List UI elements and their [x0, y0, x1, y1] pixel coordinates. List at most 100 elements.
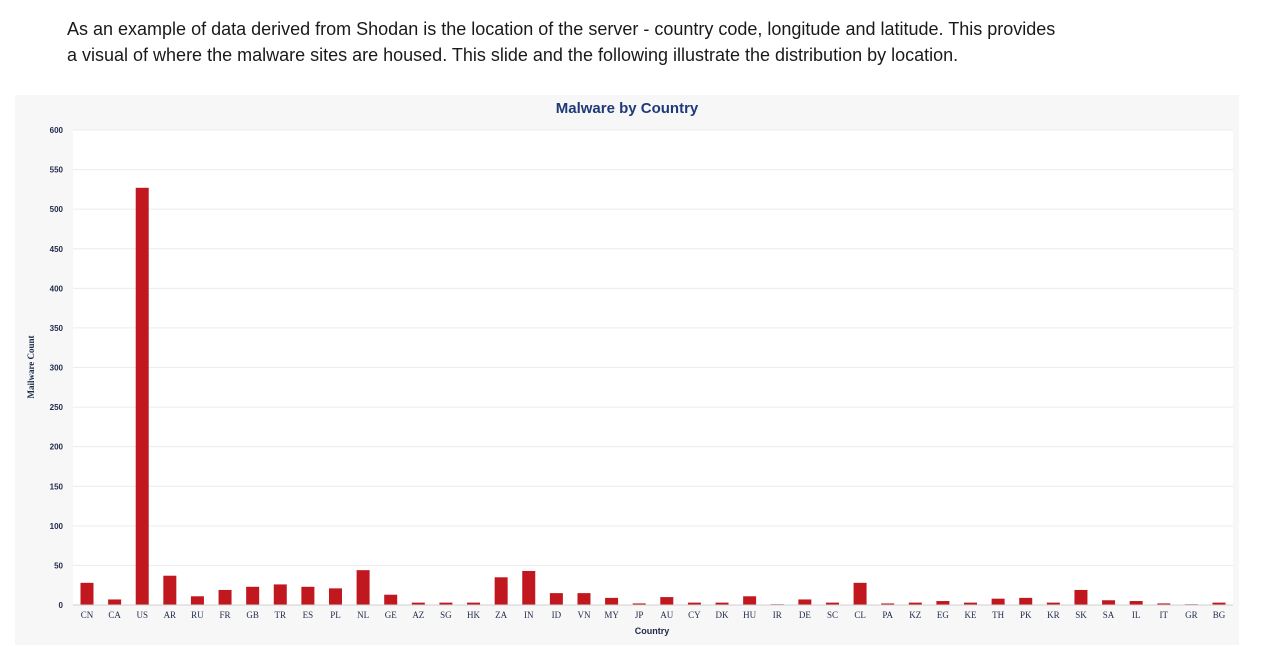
x-tick-label: GB	[246, 610, 259, 620]
x-tick-label: DK	[716, 610, 729, 620]
x-tick-label: ID	[552, 610, 562, 620]
bar-az	[411, 602, 425, 605]
bar-bg	[1212, 602, 1226, 605]
x-tick-label: SG	[440, 610, 452, 620]
bar-cl	[853, 582, 867, 605]
caption-line-2: a visual of where the malware sites are …	[67, 45, 959, 65]
bar-fr	[218, 589, 232, 605]
y-tick-label: 100	[50, 522, 64, 531]
x-tick-label: AZ	[412, 610, 424, 620]
x-tick-label: RU	[191, 610, 204, 620]
y-tick-label: 0	[59, 601, 64, 610]
x-tick-label: HK	[467, 610, 480, 620]
x-tick-label: PA	[882, 610, 893, 620]
bar-it	[1157, 603, 1171, 605]
bar-za	[494, 577, 508, 605]
x-tick-label: IN	[524, 610, 534, 620]
bar-sc	[825, 602, 839, 605]
bar-in	[522, 570, 536, 605]
y-axis-ticks: 0 50 100 150 200 250 300 350 400 450 500 550 600	[50, 126, 64, 610]
bar-sk	[1074, 589, 1088, 605]
bars	[80, 187, 1226, 605]
x-tick-label: EG	[937, 610, 949, 620]
bar-pk	[1019, 597, 1033, 605]
bar-ge	[384, 594, 398, 605]
x-tick-label: HU	[743, 610, 756, 620]
y-axis-label: Mailware Count	[26, 335, 36, 398]
bar-au	[660, 597, 674, 605]
x-tick-label: CN	[81, 610, 94, 620]
caption-line-1: As an example of data derived from Shoda…	[67, 19, 1056, 39]
bar-ke	[964, 602, 978, 605]
bar-gb	[246, 586, 260, 605]
bar-sg	[439, 602, 453, 605]
bar-my	[605, 597, 619, 605]
bar-eg	[936, 601, 950, 605]
x-tick-label: FR	[220, 610, 231, 620]
bar-jp	[632, 603, 646, 605]
bar-id	[549, 593, 563, 605]
x-tick-label: MY	[604, 610, 619, 620]
y-tick-label: 450	[50, 245, 64, 254]
x-tick-label: PK	[1020, 610, 1032, 620]
bar-ca	[108, 599, 122, 605]
x-tick-label: TR	[275, 610, 287, 620]
bar-kr	[1046, 602, 1060, 605]
y-tick-label: 350	[50, 324, 64, 333]
x-tick-label: IT	[1160, 610, 1169, 620]
y-tick-label: 50	[54, 561, 63, 570]
bar-de	[798, 599, 812, 605]
y-tick-label: 200	[50, 443, 64, 452]
x-tick-label: IL	[1132, 610, 1141, 620]
x-tick-label: SC	[827, 610, 838, 620]
x-axis-ticks: CN CA US AR RU FR GB TR ES PL NL GE AZ SG HK ZA IN ID VN MY…	[81, 610, 1226, 620]
x-tick-label: ES	[303, 610, 314, 620]
bar-sa	[1102, 600, 1116, 605]
bar-es	[301, 586, 315, 605]
chart-title: Malware by Country	[556, 100, 699, 117]
x-tick-label: KR	[1047, 610, 1060, 620]
bar-cn	[80, 582, 94, 605]
bar-pl	[328, 588, 342, 605]
x-tick-label: CY	[688, 610, 701, 620]
x-tick-label: JP	[635, 610, 644, 620]
x-tick-label: TH	[992, 610, 1004, 620]
bar-vn	[577, 593, 591, 605]
y-tick-label: 500	[50, 205, 64, 214]
bar-ar	[163, 575, 177, 605]
y-tick-label: 300	[50, 364, 64, 373]
y-tick-label: 400	[50, 284, 64, 293]
x-tick-label: CL	[854, 610, 866, 620]
gridlines	[73, 129, 1233, 566]
bar-nl	[356, 570, 370, 605]
bar-ru	[190, 596, 204, 605]
x-tick-label: GE	[385, 610, 397, 620]
x-tick-label: DE	[799, 610, 811, 620]
y-tick-label: 550	[50, 166, 64, 175]
x-tick-label: VN	[577, 610, 590, 620]
chart-panel: 0 50 100 150 200 250 300 350 400 450 500 550 600 CN C…	[15, 95, 1239, 645]
bar-us	[135, 187, 149, 605]
bar-tr	[273, 584, 287, 605]
bar-th	[991, 598, 1005, 605]
x-tick-label: SK	[1075, 610, 1087, 620]
bar-il	[1129, 601, 1143, 605]
bar-kz	[908, 602, 922, 605]
x-tick-label: KZ	[909, 610, 921, 620]
x-tick-label: KE	[965, 610, 977, 620]
y-tick-label: 250	[50, 403, 64, 412]
x-tick-label: NL	[357, 610, 369, 620]
y-tick-label: 600	[50, 126, 64, 135]
y-tick-label: 150	[50, 482, 64, 491]
x-tick-label: IR	[773, 610, 782, 620]
bar-pa	[881, 603, 895, 605]
slide-caption: As an example of data derived from Shoda…	[67, 16, 1177, 68]
x-tick-label: AR	[164, 610, 177, 620]
x-tick-label: CA	[108, 610, 121, 620]
bar-dk	[715, 602, 729, 605]
x-tick-label: GR	[1185, 610, 1198, 620]
bar-cy	[687, 602, 701, 605]
x-tick-label: SA	[1103, 610, 1115, 620]
x-axis-label: Country	[635, 626, 670, 636]
x-tick-label: AU	[660, 610, 673, 620]
